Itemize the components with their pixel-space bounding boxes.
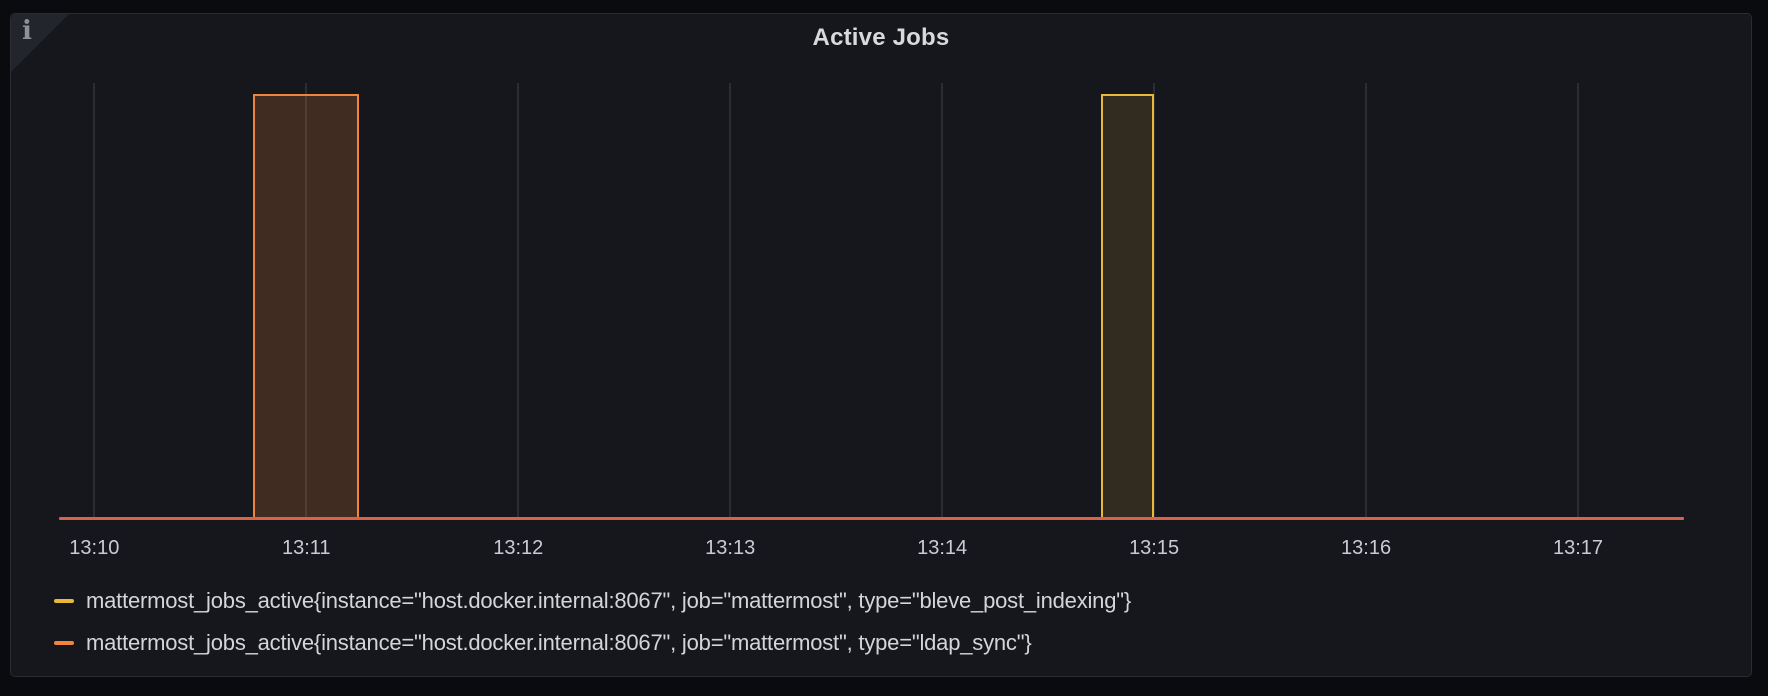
- chart-plot-area[interactable]: 13:10 13:11 13:12 13:13 13:14 13:15 13:16 13:17: [11, 14, 1751, 676]
- x-axis-tick-label: 13:11: [281, 537, 331, 559]
- x-axis-tick-label: 13:12: [493, 537, 544, 559]
- x-axis-tick-label: 13:13: [705, 537, 756, 559]
- gridline: [729, 83, 732, 520]
- series-color-dash-icon: [54, 641, 74, 645]
- legend-label: mattermost_jobs_active{instance="host.do…: [86, 588, 1132, 613]
- x-axis-tick-label: 13:16: [1341, 537, 1392, 559]
- gridline: [1577, 83, 1580, 520]
- x-axis-tick-label: 13:10: [69, 537, 120, 559]
- series-bar[interactable]: [1101, 94, 1155, 520]
- gridline: [941, 83, 944, 520]
- x-axis-tick-label: 13:17: [1552, 537, 1604, 559]
- x-axis-tick-label: 13:14: [917, 537, 968, 559]
- series-bar[interactable]: [253, 94, 360, 520]
- gridline: [305, 83, 308, 520]
- panel-title[interactable]: Active Jobs: [812, 24, 950, 51]
- gridline: [93, 83, 96, 520]
- active-jobs-panel: i Active Jobs 13:10 13:11 13:12 13:13 13:14 1…: [10, 13, 1752, 677]
- gridline: [1153, 83, 1156, 520]
- gridline: [1365, 83, 1368, 520]
- legend-item-bleve-post-indexing[interactable]: mattermost_jobs_active{instance="host.do…: [54, 588, 1131, 614]
- zero-value-line: [59, 517, 1684, 520]
- legend-item-ldap-sync[interactable]: mattermost_jobs_active{instance="host.do…: [54, 630, 1032, 656]
- gridline: [517, 83, 520, 520]
- legend-label: mattermost_jobs_active{instance="host.do…: [86, 630, 1032, 655]
- x-axis-tick-label: 13:15: [1129, 537, 1180, 559]
- series-color-dash-icon: [54, 599, 74, 603]
- info-icon: i: [22, 16, 32, 46]
